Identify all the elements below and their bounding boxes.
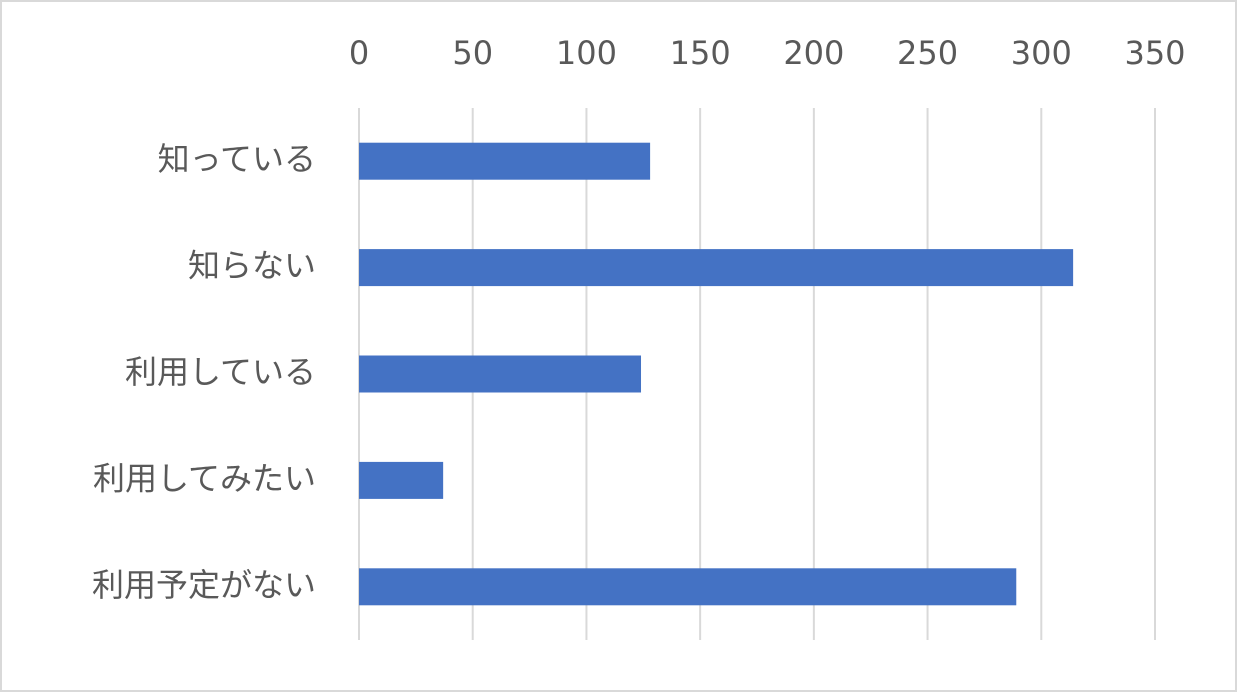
x-tick-label: 350 — [1124, 34, 1185, 72]
x-tick-label: 50 — [452, 34, 493, 72]
x-tick-label: 150 — [670, 34, 731, 72]
bar — [359, 355, 642, 393]
x-tick-label: 300 — [1011, 34, 1072, 72]
bar — [359, 461, 444, 499]
bar — [359, 249, 1074, 287]
y-tick-label: 知らない — [188, 247, 316, 285]
bar — [359, 142, 651, 180]
y-tick-label: 知っている — [158, 140, 316, 178]
bar — [359, 568, 1017, 606]
y-tick-label: 利用してみたい — [93, 459, 316, 497]
x-tick-label: 100 — [556, 34, 617, 72]
y-tick-label: 利用している — [125, 353, 316, 391]
y-tick-label: 利用予定がない — [92, 566, 316, 604]
x-tick-label: 200 — [783, 34, 844, 72]
x-tick-label: 0 — [349, 34, 369, 72]
x-tick-label: 250 — [897, 34, 958, 72]
